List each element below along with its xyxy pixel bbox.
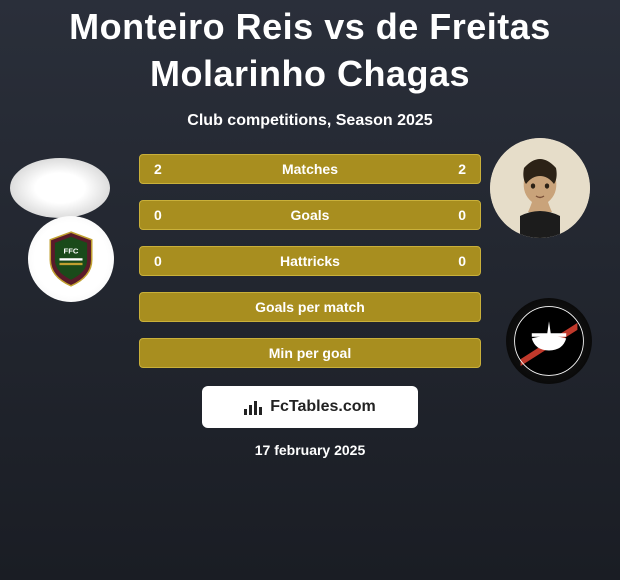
stat-bar-matches: 2 Matches 2 xyxy=(139,154,481,184)
stat-right-value: 2 xyxy=(458,161,466,177)
stat-label: Min per goal xyxy=(154,345,466,361)
stat-left-value: 0 xyxy=(154,207,162,223)
subtitle: Club competitions, Season 2025 xyxy=(187,112,432,130)
stat-bar-goals-per-match: Goals per match xyxy=(139,292,481,322)
stat-bar-min-per-goal: Min per goal xyxy=(139,338,481,368)
date: 17 february 2025 xyxy=(255,442,366,458)
club-left-crest: FFC xyxy=(28,216,114,302)
stat-right-value: 0 xyxy=(458,207,466,223)
player-left-avatar xyxy=(10,158,110,218)
stat-label: Hattricks xyxy=(162,253,458,269)
stat-right-value: 0 xyxy=(458,253,466,269)
stat-left-value: 0 xyxy=(154,253,162,269)
stat-label: Matches xyxy=(162,161,458,177)
stat-label: Goals per match xyxy=(154,299,466,315)
player-right-avatar xyxy=(490,138,590,238)
brand-text: FcTables.com xyxy=(270,398,376,416)
stat-bar-hattricks: 0 Hattricks 0 xyxy=(139,246,481,276)
stats-area: FFC 2 Matches 2 0 Goals 0 xyxy=(0,154,620,368)
stat-bar-goals: 0 Goals 0 xyxy=(139,200,481,230)
brand-badge: FcTables.com xyxy=(202,386,418,428)
chart-icon xyxy=(244,399,264,415)
stat-label: Goals xyxy=(162,207,458,223)
stat-left-value: 2 xyxy=(154,161,162,177)
club-right-crest xyxy=(506,298,592,384)
page-title: Monteiro Reis vs de Freitas Molarinho Ch… xyxy=(0,4,620,98)
svg-text:FFC: FFC xyxy=(64,246,79,255)
